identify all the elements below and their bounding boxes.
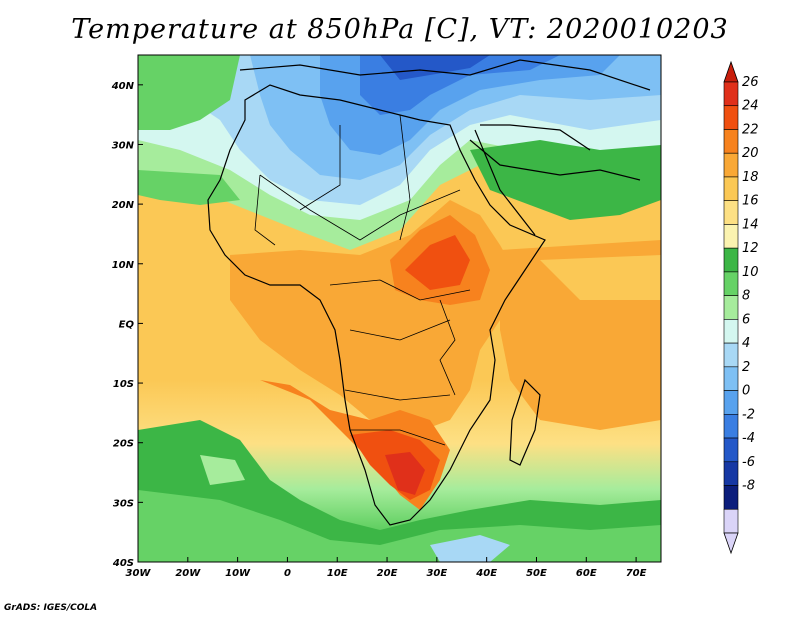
europe-coastline [239,59,651,91]
country-borders [254,114,471,446]
colorbar-label: 2 [742,360,750,375]
colorbar-label: 8 [742,289,750,304]
colorbar-label: -4 [742,431,755,446]
colorbar-top-cap [723,60,739,83]
lon-tick-label: 10W [225,568,251,579]
lat-tick-label: EQ [119,319,135,330]
colorbar-label: 10 [742,265,759,280]
colorbar-label: 24 [742,99,759,114]
colorbar-label: 6 [742,312,750,327]
lat-tick-label: 10N [112,260,135,271]
colorbar-swatch [723,319,739,344]
colorbar-label: 16 [742,194,759,209]
colorbar-label: 22 [742,122,759,137]
lat-tick-label: 20S [113,439,134,450]
lon-tick-label: 10E [327,568,348,579]
lon-tick-label: 0 [284,568,291,579]
colorbar-swatch [723,247,739,273]
temperature-field [138,55,661,562]
map-frame [137,54,662,563]
lon-tick-label: 20W [175,568,201,579]
red-sea-coastline [474,124,591,236]
colorbar-label: -8 [742,479,755,494]
colorbar-swatch [723,295,739,320]
lon-tick-label: 20E [377,568,398,579]
lon-tick-label: 40E [475,568,497,579]
lon-tick-label: 30W [126,568,152,579]
colorbar-label: 0 [742,384,750,399]
map-axes: 30W 20W 10W 0 10E 20E 30E 40E 50E 60E 70E 40N 30N 20N… [111,81,647,579]
colorbar-swatch [723,508,739,534]
colorbar-swatch [723,200,739,225]
colorbar-swatch [723,81,739,107]
colorbar-swatch [723,271,739,296]
lon-tick-label: 50E [526,568,547,579]
lat-tick-label: 40S [112,558,134,569]
madagascar-coastline [509,378,541,466]
lat-tick-label: 20N [112,200,135,211]
map-title: Temperature at 850hPa [C], VT: 202001020… [71,14,729,45]
colorbar-label: 20 [742,146,759,161]
lat-tick-label: 40N [111,81,135,92]
colorbar-label: 18 [742,170,759,185]
colorbar-swatch [723,485,739,510]
colorbar-swatch [723,342,739,368]
lon-tick-label: 60E [576,568,597,579]
lat-tick-label: 30N [112,140,135,151]
lon-tick-label: 30E [426,568,447,579]
colorbar-swatch [723,461,739,486]
colorbar-swatch [723,414,739,439]
colorbar-label: 26 [742,75,759,90]
colorbar-swatch [723,390,739,415]
grads-credit: GrADS: IGES/COLA [4,603,98,613]
colorbar-bottom-cap [723,532,739,555]
colorbar-swatch [723,176,739,201]
coastlines [207,59,651,526]
colorbar-label: 12 [742,241,759,256]
colorbar-label: -6 [742,455,755,470]
colorbar-swatch [723,105,739,130]
lon-tick-label: 70E [626,568,647,579]
lat-tick-label: 10S [113,379,134,390]
colorbar-swatch [723,224,739,249]
africa-coastline [207,84,546,526]
lat-tick-label: 30S [113,498,134,509]
colorbar-swatch [723,129,739,154]
colorbar-swatch [723,437,739,463]
colorbar-label: 14 [742,217,759,232]
colorbar-label: 4 [742,336,750,351]
arabia-coastline [469,139,641,181]
colorbar-label: -2 [742,407,755,422]
colorbar-swatch [723,152,739,178]
colorbar-swatch [723,366,739,391]
